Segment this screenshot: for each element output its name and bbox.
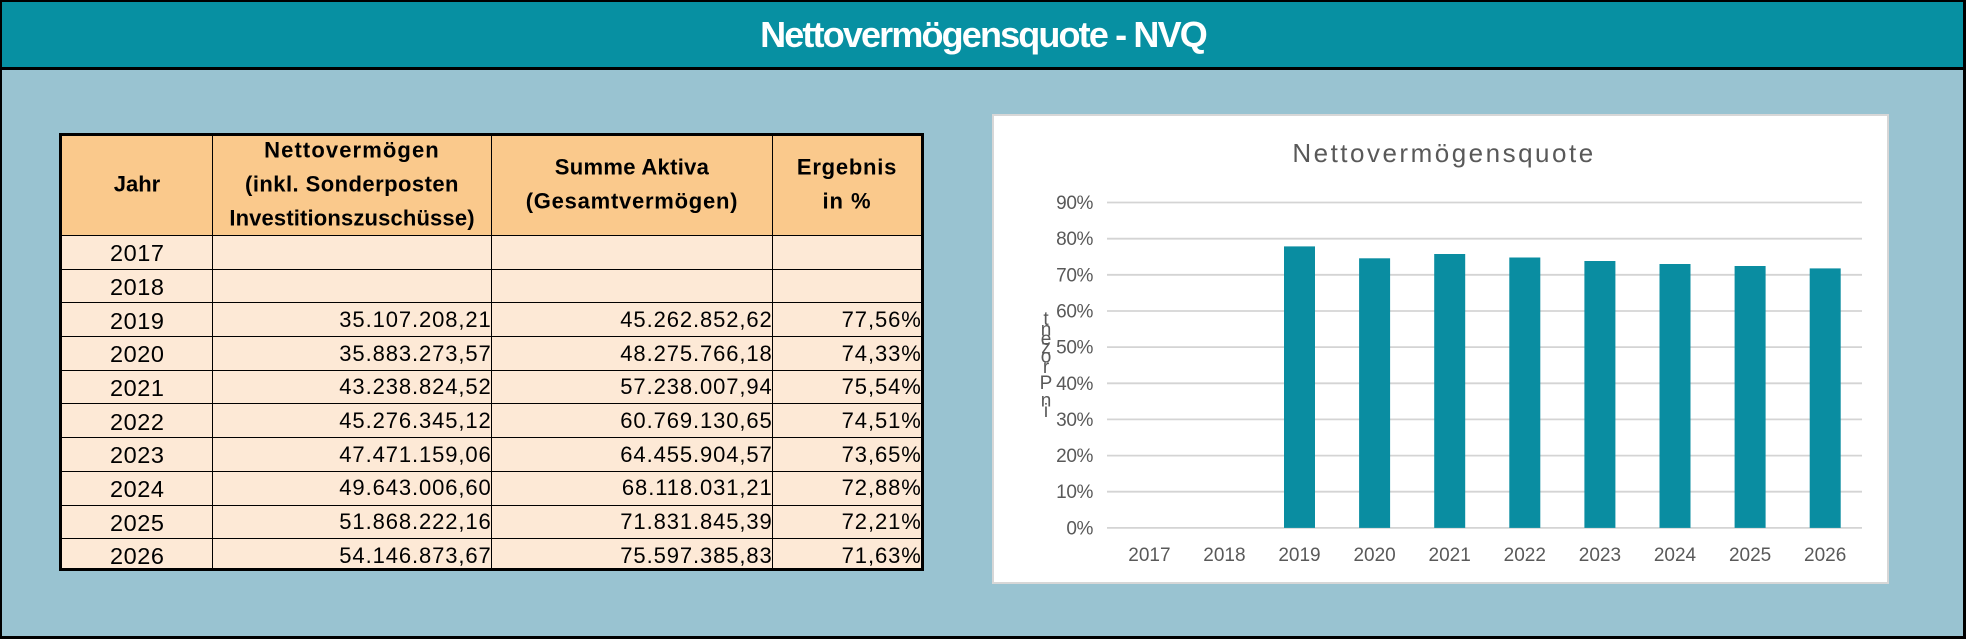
svg-text:0%: 0% xyxy=(1066,518,1093,539)
svg-text:80%: 80% xyxy=(1056,229,1093,250)
svg-text:40%: 40% xyxy=(1056,374,1093,395)
svg-text:n: n xyxy=(1041,390,1052,411)
svg-text:e: e xyxy=(1041,329,1052,350)
svg-text:2018: 2018 xyxy=(1203,545,1245,566)
svg-text:r: r xyxy=(1043,357,1050,378)
svg-text:60%: 60% xyxy=(1056,302,1093,323)
svg-text:t: t xyxy=(1043,309,1049,330)
svg-text:50%: 50% xyxy=(1056,338,1093,359)
svg-text:70%: 70% xyxy=(1056,265,1093,286)
svg-text:2023: 2023 xyxy=(1579,545,1621,566)
svg-text:2021: 2021 xyxy=(1429,545,1471,566)
svg-text:Nettovermögensquote: Nettovermögensquote xyxy=(1292,138,1595,168)
svg-text:i: i xyxy=(1044,401,1048,422)
svg-text:10%: 10% xyxy=(1056,482,1093,503)
svg-text:2019: 2019 xyxy=(1278,545,1320,566)
svg-text:30%: 30% xyxy=(1056,410,1093,431)
svg-text:2024: 2024 xyxy=(1654,545,1697,566)
svg-text:2022: 2022 xyxy=(1504,545,1546,566)
svg-text:2017: 2017 xyxy=(1128,545,1170,566)
svg-text:o: o xyxy=(1041,347,1052,368)
svg-text:90%: 90% xyxy=(1056,193,1093,214)
svg-text:z: z xyxy=(1041,338,1051,359)
svg-text:2025: 2025 xyxy=(1729,545,1771,566)
svg-text:20%: 20% xyxy=(1056,446,1093,467)
svg-text:2020: 2020 xyxy=(1353,545,1395,566)
svg-text:n: n xyxy=(1041,319,1052,340)
svg-text:2026: 2026 xyxy=(1804,545,1846,566)
svg-text:P: P xyxy=(1040,373,1053,394)
